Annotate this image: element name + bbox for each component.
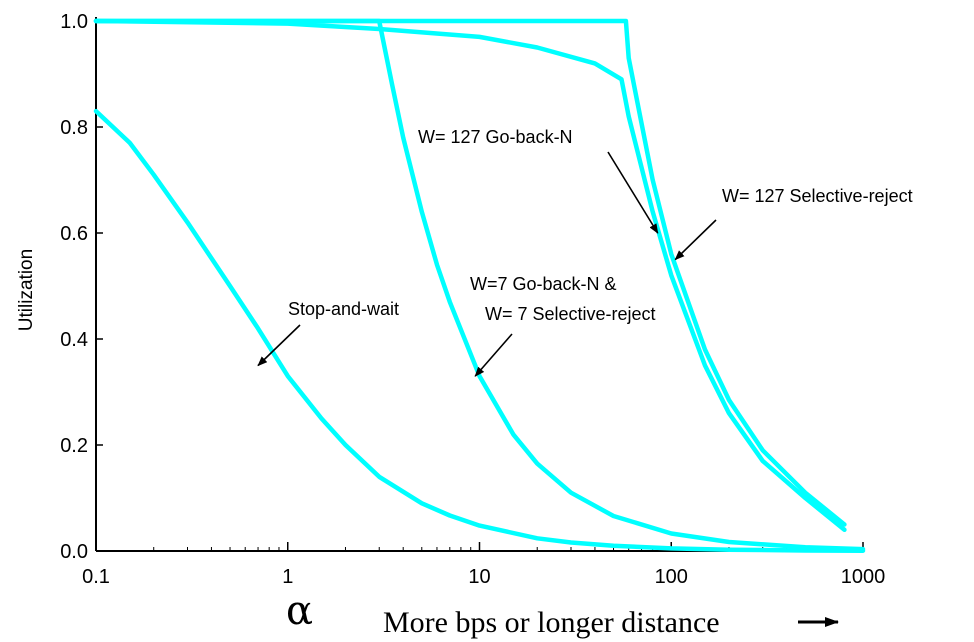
annotation-w7: W= 7 Selective-reject — [485, 304, 656, 324]
annotation-stop-and-wait: Stop-and-wait — [288, 299, 399, 319]
series-line-3 — [93, 18, 847, 527]
annotation-w127-gbn: W= 127 Go-back-N — [418, 127, 573, 147]
y-tick-label: 0.6 — [60, 223, 88, 245]
annotation-arrow-w127-gbn — [607, 151, 659, 234]
y-tick-label: 1.0 — [60, 11, 88, 33]
annotation-arrow-w127-sr — [674, 219, 717, 261]
x-tick-label: 10 — [468, 566, 490, 588]
x-axis-caption: More bps or longer distance — [383, 606, 720, 639]
curves — [93, 18, 866, 553]
annotations: Stop-and-wait W=7 Go-back-N & W= 7 Selecti… — [257, 127, 913, 377]
y-tick-label: 0.8 — [60, 117, 88, 139]
x-tick-label: 1 — [282, 566, 293, 588]
x-tick-label: 0.1 — [82, 566, 110, 588]
series-line-1 — [93, 18, 866, 552]
y-axis-label: Utilization — [16, 249, 37, 331]
series-line-2 — [93, 18, 847, 533]
y-tick-label: 0.0 — [60, 541, 88, 563]
x-tick-label: 1000 — [841, 566, 886, 588]
series-line-0 — [93, 108, 866, 553]
y-tick-label: 0.2 — [60, 435, 88, 457]
annotation-w7: W=7 Go-back-N & — [470, 274, 617, 294]
x-tick-label: 100 — [655, 566, 688, 588]
y-tick-label: 0.4 — [60, 329, 88, 351]
annotation-arrow-stop-and-wait — [257, 324, 301, 367]
axis-ticks: 0.0 0.2 0.4 0.6 0.8 1.0 0.1 1 10 100 1000 — [60, 11, 885, 588]
x-axis-label: α — [286, 588, 313, 634]
annotation-w127-sr: W= 127 Selective-reject — [722, 186, 913, 206]
annotation-arrow-w7 — [474, 333, 513, 377]
